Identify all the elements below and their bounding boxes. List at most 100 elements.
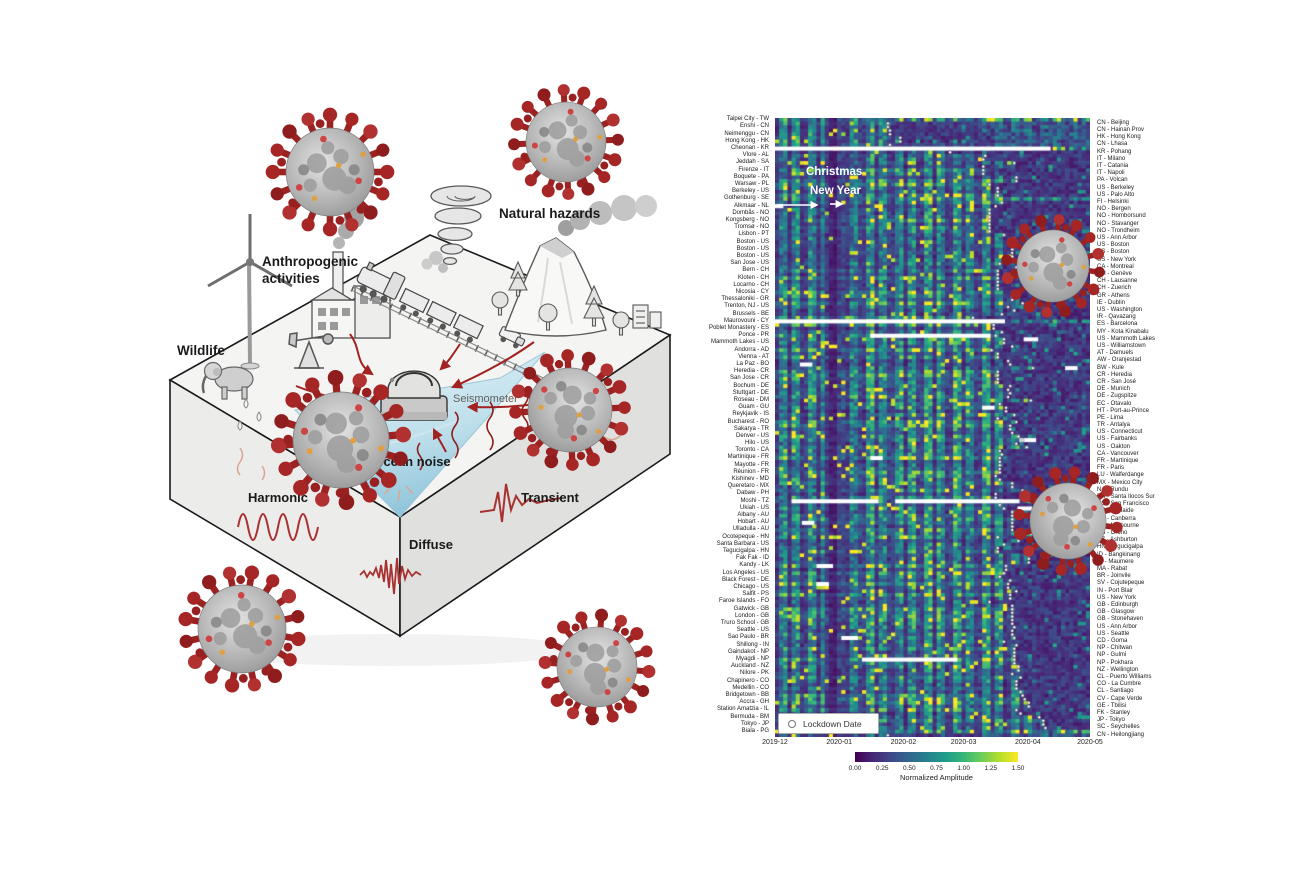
station-label-right: US - Mammoth Lakes [1097, 335, 1156, 342]
lockdown-legend: Lockdown Date [778, 713, 879, 734]
seismic-sources-diagram: Anthropogenic activities Natural hazards… [168, 185, 672, 666]
ground-shadow [195, 634, 585, 666]
lockdown-legend-label: Lockdown Date [803, 718, 862, 729]
station-label-left: Berkeley - US [731, 188, 769, 195]
station-label-right: NZ - Ashburton [1097, 537, 1138, 544]
train-icon [356, 261, 484, 343]
station-label-left: Tegucigalpa - HN [722, 548, 769, 555]
trees-icon [491, 260, 630, 336]
station-label-left: Vlore - AL [742, 152, 769, 159]
station-label-left: Kishinev - MD [731, 476, 769, 483]
station-label-left: Jeddah - SA [735, 159, 769, 166]
colorbar-tick-label: 1.00 [957, 765, 970, 772]
station-label-right: US - Palo Alto [1097, 191, 1135, 198]
station-label-right: PE - Lima [1097, 414, 1124, 421]
station-label-right: IE - Dublin [1097, 299, 1126, 306]
station-label-right: NA - Rundu [1097, 486, 1129, 493]
station-label-left: Auckland - NZ [730, 663, 769, 670]
buildings-icon [632, 304, 662, 329]
station-label-left: Hilo - US [744, 440, 769, 447]
transient-waveform [479, 483, 563, 523]
station-label-right: GE - Tbilisi [1097, 702, 1127, 709]
station-label-right: CR - San José [1097, 378, 1137, 385]
wildlife-label: Wildlife [177, 343, 225, 358]
station-label-left: Mayotte - FR [734, 461, 769, 468]
station-label-left: Chapinero - CO [726, 677, 769, 684]
station-label-left: Kloten - CH [737, 274, 769, 281]
station-label-right: IT - Milano [1097, 155, 1126, 162]
station-label-left: Kongsberg - NO [725, 216, 769, 223]
station-label-left: Bermuda - BM [730, 713, 769, 720]
station-label-left: Toronto - CA [735, 447, 769, 454]
station-label-right: US - New York [1097, 594, 1137, 601]
station-label-right: SV - Cojutepeque [1097, 580, 1145, 587]
new-year-annotation: New Year [810, 185, 861, 197]
station-label-right: TR - Antalya [1097, 422, 1131, 429]
station-label-right: ID - Maumere [1097, 558, 1134, 565]
station-label-left: Shillong - IN [736, 641, 769, 648]
station-label-left: Ukiah - US [739, 504, 769, 511]
station-label-right: KR - Pohang [1097, 148, 1132, 155]
station-label-right: FK - Stanley [1097, 710, 1131, 716]
station-label-right: NP - Chitwan [1097, 645, 1133, 652]
station-label-right: MA - Rabat [1097, 566, 1128, 573]
station-label-left: Martinique - FR [727, 454, 769, 461]
station-label-right: AU - Melbourne [1097, 522, 1140, 529]
station-label-left: Boston - US [736, 245, 769, 252]
station-label-left: Neimenggu - CN [724, 130, 769, 137]
transient-label: Transient [521, 490, 579, 505]
station-label-left: Gatwick - GB [733, 605, 769, 612]
station-label-left: Cheonan - KR [730, 144, 769, 151]
colorbar-tick-label: 0.25 [875, 765, 889, 772]
station-label-right: NO - Bergen [1097, 206, 1131, 213]
station-label-left: Trenton, NJ - US [724, 303, 769, 310]
station-label-left: Hong Kong - HK [725, 137, 769, 144]
station-label-left: Chicago - US [733, 584, 769, 591]
station-label-left: Ponce - PR [738, 332, 769, 339]
colorbar-tick-label: 1.50 [1011, 765, 1025, 772]
station-label-right: CN - Heilongjiang [1097, 731, 1145, 738]
station-label-left: Ocotepeque - HN [722, 533, 769, 540]
station-label-right: LU - Walferdange [1097, 472, 1144, 479]
station-label-left: Kandy - LK [739, 562, 769, 569]
station-label-left: Dombås - NO [732, 209, 769, 216]
station-label-right: NO - Homborsund [1097, 213, 1146, 220]
station-label-right: FR - Paris [1097, 465, 1124, 472]
station-label-left: Lisbon - PT [738, 231, 769, 238]
station-label-left: Bridgetown - BB [725, 692, 769, 698]
station-label-left: Roseau - DM [733, 396, 769, 403]
station-label-right: CR - Heredia [1097, 371, 1133, 378]
station-label-right: NO - Stavanger [1097, 220, 1139, 227]
station-label-left: Andorra - AD [734, 346, 769, 353]
station-label-right: CN - Hainan Prov [1097, 126, 1145, 133]
x-tick-label: 2020-04 [1014, 739, 1041, 746]
station-label-left: Albany - AU [737, 512, 769, 519]
station-label-left: Hobart - AU [737, 519, 769, 526]
station-label-left: Bern - CH [742, 267, 769, 274]
station-label-right: EC - Otavalo [1097, 400, 1132, 407]
station-label-left: Myagdi - NP [735, 656, 769, 663]
station-label-right: DE - Munich [1097, 386, 1131, 393]
station-label-left: San Jose - US [730, 260, 769, 267]
station-label-right: JP - Tokyo [1097, 717, 1125, 724]
station-label-left: Vienna - AT [738, 353, 769, 360]
harmonic-label: Harmonic [248, 490, 308, 505]
station-label-right: IT - Catania [1097, 162, 1129, 169]
station-label-left: Taipei City - TW [726, 116, 769, 123]
station-label-right: HN - Tegucigalpa [1097, 544, 1143, 551]
station-label-right: SC - Seychelles [1097, 724, 1140, 731]
station-label-right: CA - Vancouver [1097, 450, 1139, 457]
station-label-left: Brussels - BE [732, 310, 769, 317]
lockdown-marker-icon [788, 719, 796, 728]
station-label-right: US - New York [1097, 256, 1137, 263]
x-tick-label: 2020-03 [950, 739, 977, 746]
diffuse-label: Diffuse [409, 537, 453, 552]
station-label-left: Gaindakot - NP [727, 648, 769, 655]
station-label-left: Queretaro - MX [727, 483, 769, 490]
station-label-right: NZ - Wellington [1097, 666, 1139, 673]
annotation-arrows-icon [777, 200, 844, 209]
station-label-left: Station Amatzia - IL [716, 706, 769, 713]
diffuse-waveform [359, 557, 422, 595]
station-label-right: MX - Mexico City [1097, 479, 1143, 486]
station-label-left: Salfit - PS [742, 591, 769, 598]
